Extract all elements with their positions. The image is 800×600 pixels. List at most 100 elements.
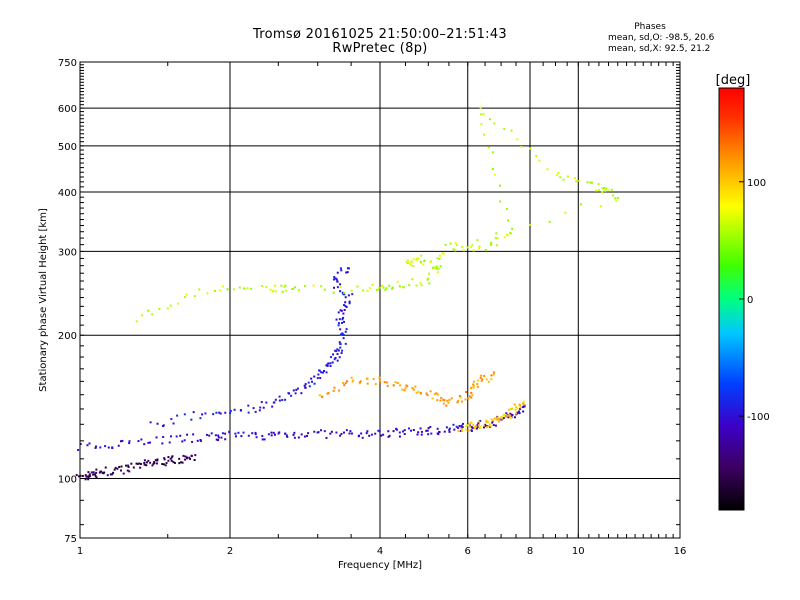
data-point: [294, 392, 297, 395]
data-point: [307, 432, 310, 435]
data-point: [470, 386, 473, 389]
data-point: [147, 459, 150, 462]
data-point: [206, 292, 209, 295]
data-point: [169, 304, 172, 307]
data-point: [339, 309, 342, 312]
colorbar-ticks: 100 0 -100: [739, 178, 770, 423]
data-point: [113, 468, 116, 471]
data-point: [351, 293, 354, 296]
data-point: [467, 429, 470, 432]
data-point: [341, 349, 344, 352]
data-point: [336, 280, 339, 283]
data-point: [147, 309, 150, 312]
data-point: [176, 414, 179, 417]
data-point: [95, 445, 98, 448]
data-point: [205, 433, 208, 436]
data-point: [490, 425, 493, 428]
colorbar-tick-label: 100: [747, 178, 766, 189]
data-point: [332, 389, 335, 392]
data-point: [298, 289, 301, 292]
data-point: [336, 286, 339, 289]
data-point: [506, 207, 509, 210]
data-point: [508, 408, 511, 411]
data-point: [85, 475, 88, 478]
data-point: [461, 400, 464, 403]
data-point: [341, 291, 344, 294]
data-point: [341, 321, 344, 324]
data-point: [336, 271, 339, 274]
data-point: [492, 151, 495, 154]
data-point: [350, 289, 353, 292]
data-point: [428, 272, 431, 275]
data-point: [460, 424, 463, 427]
data-point: [507, 416, 510, 419]
data-point: [87, 478, 90, 481]
data-point: [457, 426, 460, 429]
data-point: [419, 260, 422, 263]
data-point: [410, 264, 413, 267]
data-point: [135, 462, 138, 465]
data-point: [506, 234, 509, 237]
data-point: [342, 337, 345, 340]
data-point: [284, 398, 287, 401]
data-point: [437, 267, 440, 270]
data-point: [226, 288, 229, 291]
data-point: [378, 430, 381, 433]
data-point: [429, 390, 432, 393]
data-point: [420, 433, 423, 436]
data-point: [516, 138, 519, 141]
data-point: [366, 382, 369, 385]
data-point: [426, 429, 429, 432]
data-point: [361, 436, 364, 439]
data-point: [334, 349, 337, 352]
data-point: [145, 464, 148, 467]
data-point: [178, 457, 181, 460]
data-point: [464, 428, 467, 431]
data-point: [337, 349, 340, 352]
data-point: [457, 430, 460, 433]
data-point: [95, 468, 98, 471]
data-point: [419, 427, 422, 430]
data-point: [498, 418, 501, 421]
data-point: [346, 271, 349, 274]
data-point: [284, 432, 287, 435]
data-point: [476, 385, 479, 388]
data-point: [86, 475, 89, 478]
data-point: [510, 129, 513, 132]
data-point: [507, 219, 510, 222]
data-point: [342, 316, 345, 319]
data-point: [519, 407, 522, 410]
data-point: [274, 284, 277, 287]
data-point: [87, 471, 90, 474]
data-point: [171, 455, 174, 458]
data-point: [220, 436, 223, 439]
y-tick-labels: 75 100 200 300 400 500 600 750: [58, 58, 77, 545]
data-point: [79, 442, 82, 445]
data-point: [139, 466, 142, 469]
data-point: [156, 459, 159, 462]
data-point: [325, 371, 328, 374]
data-point: [348, 300, 351, 303]
y-axis-label: Stationary phase Virtual Height [km]: [38, 208, 49, 392]
data-point: [252, 407, 255, 410]
data-point: [141, 314, 144, 317]
data-point: [343, 384, 346, 387]
x-axis-label: Frequency [MHz]: [338, 560, 422, 571]
data-point: [158, 307, 161, 310]
x-tick-labels: 1 2 4 6 8 10 16: [77, 546, 687, 557]
data-point: [339, 342, 342, 345]
data-point: [471, 394, 474, 397]
data-point: [254, 431, 257, 434]
data-point: [482, 133, 485, 136]
data-point: [183, 439, 186, 442]
data-point: [224, 411, 227, 414]
data-point: [472, 249, 475, 252]
data-point: [470, 245, 473, 248]
data-point: [477, 424, 480, 427]
data-point: [412, 429, 415, 432]
data-point: [342, 334, 345, 337]
data-point: [190, 454, 193, 457]
phases-legend-x: mean, sd,X: 92.5, 21.2: [608, 44, 710, 54]
data-point: [255, 436, 258, 439]
